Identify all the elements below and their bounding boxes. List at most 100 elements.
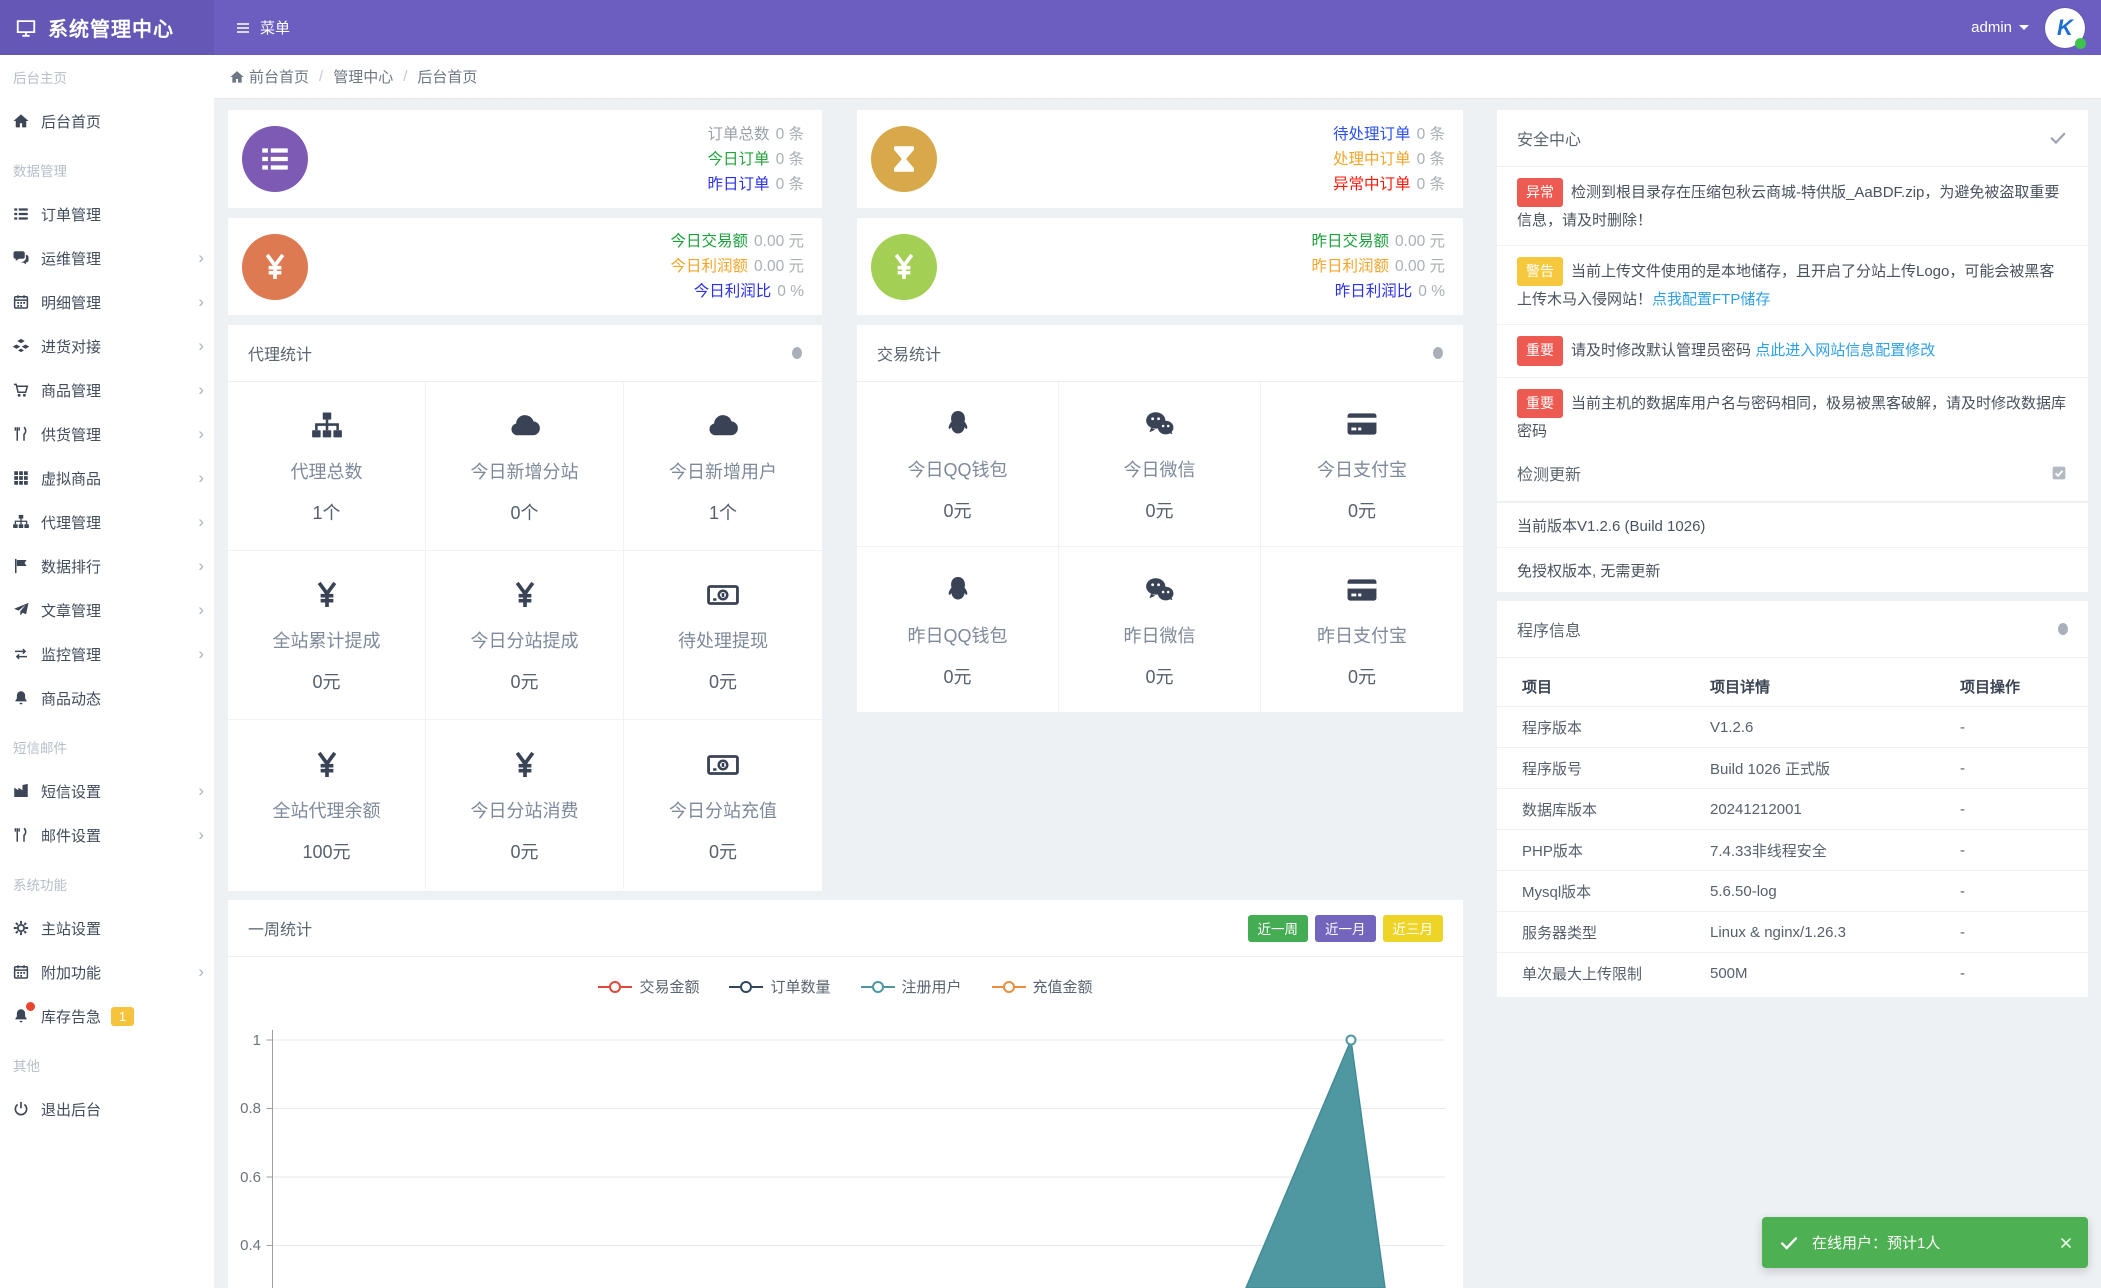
chevron-right-icon: › xyxy=(198,643,204,663)
stat-cell-today-alipay[interactable]: 今日支付宝 0元 xyxy=(1261,382,1463,547)
checkbox-icon[interactable] xyxy=(2050,464,2068,482)
qq-icon xyxy=(938,405,978,441)
toast-text: 在线用户：预计1人 xyxy=(1812,1235,1941,1252)
close-icon[interactable] xyxy=(2058,1235,2074,1251)
menu-toggle[interactable]: 菜单 xyxy=(214,0,310,55)
stat-cell-pending-withdraw[interactable]: 待处理提现 0元 xyxy=(624,551,822,720)
weekly-line-chart: 1 0.8 0.6 0.4 xyxy=(240,1030,1445,1288)
stat-value: 0 条 xyxy=(775,175,804,193)
sidebar-item-orders[interactable]: 订单管理 xyxy=(0,192,214,236)
range-month-button[interactable]: 近一月 xyxy=(1315,914,1376,942)
chevron-right-icon: › xyxy=(198,555,204,575)
stat-cell-yesterday-wechat[interactable]: 昨日微信 0元 xyxy=(1059,547,1261,712)
alert-badge: 重要 xyxy=(1517,336,1563,366)
stat-cell-yesterday-qq[interactable]: 昨日QQ钱包 0元 xyxy=(857,547,1059,712)
ftp-config-link[interactable]: 点我配置FTP储存 xyxy=(1652,291,1771,309)
stat-label: 昨日利润比 xyxy=(1334,283,1413,300)
sidebar-item-addons[interactable]: 附加功能 › xyxy=(0,950,214,994)
stat-label: 异常中订单 xyxy=(1333,175,1411,193)
table-row: 数据库版本 20241212001- xyxy=(1497,789,2088,830)
sidebar-item-details[interactable]: 明细管理 › xyxy=(0,280,214,324)
sidebar-item-virtual-goods[interactable]: 虚拟商品 › xyxy=(0,456,214,500)
qq-icon xyxy=(938,571,978,607)
sidebar-item-dashboard[interactable]: 后台首页 xyxy=(0,99,214,143)
stat-cell-site-recharge[interactable]: 今日分站充值 0元 xyxy=(624,720,822,889)
user-dropdown[interactable]: admin xyxy=(1971,19,2029,36)
stat-value: 0 % xyxy=(777,283,804,300)
table-row: 程序版号 Build 1026 正式版 - xyxy=(1497,748,2088,789)
stat-cell-site-spend[interactable]: 今日分站消费 0元 xyxy=(426,720,624,889)
stat-value: 0.00 元 xyxy=(1395,233,1445,250)
stat-cell-agent-balance[interactable]: 全站代理余额 100元 xyxy=(228,720,426,889)
top-navbar: 系统管理中心 菜单 admin K xyxy=(0,0,2101,55)
sidebar-item-stock-alert[interactable]: 库存告急 1 xyxy=(0,994,214,1038)
legend-item[interactable]: 充值金额 xyxy=(991,976,1093,997)
credit-card-icon xyxy=(1342,571,1382,607)
money-bill-icon xyxy=(703,746,743,782)
stat-cell-agent-total[interactable]: 代理总数 1个 xyxy=(228,382,426,551)
legend-item[interactable]: 注册用户 xyxy=(860,976,962,997)
sidebar-item-products[interactable]: 商品管理 › xyxy=(0,368,214,412)
sidebar-item-site-settings[interactable]: 主站设置 xyxy=(0,906,214,950)
stat-cell-today-commission[interactable]: 今日分站提成 0元 xyxy=(426,551,624,720)
sidebar-item-articles[interactable]: 文章管理 › xyxy=(0,588,214,632)
list-ol-icon xyxy=(242,126,308,192)
stat-value: 0 条 xyxy=(1416,175,1445,193)
panel-title: 代理统计 xyxy=(248,347,313,364)
yen-icon xyxy=(505,746,545,782)
home-icon xyxy=(9,112,33,130)
comments-icon xyxy=(9,249,33,267)
stat-value: 0 % xyxy=(1418,283,1445,300)
legend-item[interactable]: 交易金额 xyxy=(598,976,699,997)
online-status-dot xyxy=(2075,37,2086,49)
breadcrumb-item[interactable]: 后台首页 xyxy=(393,66,477,87)
stat-cell-today-qq[interactable]: 今日QQ钱包 0元 xyxy=(857,382,1059,547)
cart-icon xyxy=(9,381,33,399)
orders-stat-card: 订单总数 0 条 今日订单 0 条 昨日订单 0 条 xyxy=(228,110,822,208)
calendar-icon xyxy=(9,293,33,311)
sidebar-item-logout[interactable]: 退出后台 xyxy=(0,1087,214,1131)
sidebar-item-rankings[interactable]: 数据排行 › xyxy=(0,544,214,588)
check-icon[interactable] xyxy=(2048,128,2068,148)
sidebar-item-supply[interactable]: 供货管理 › xyxy=(0,412,214,456)
chevron-right-icon: › xyxy=(198,291,204,311)
sidebar-item-purchasing[interactable]: 进货对接 › xyxy=(0,324,214,368)
sidebar-item-sms-settings[interactable]: 短信设置 › xyxy=(0,769,214,813)
sidebar-item-product-news[interactable]: 商品动态 xyxy=(0,676,214,720)
sidebar-item-monitoring[interactable]: 监控管理 › xyxy=(0,632,214,676)
panel-title: 交易统计 xyxy=(877,347,942,364)
legend-item[interactable]: 订单数量 xyxy=(729,976,831,997)
sidebar-item-mail-settings[interactable]: 邮件设置 › xyxy=(0,813,214,857)
stat-cell-new-sites[interactable]: 今日新增分站 0个 xyxy=(426,382,624,551)
alert-text: 当前主机的数据库用户名与密码相同，极易被黑客破解，请及时修改数据库密码 xyxy=(1517,394,2067,440)
breadcrumb-item[interactable]: 管理中心 xyxy=(309,66,393,87)
site-config-link[interactable]: 点此进入网站信息配置修改 xyxy=(1755,342,1936,360)
collapse-dot-icon[interactable] xyxy=(1433,347,1443,359)
sidebar-item-label: 主站设置 xyxy=(41,920,102,938)
stat-cell-yesterday-alipay[interactable]: 昨日支付宝 0元 xyxy=(1261,547,1463,712)
sidebar-section-sms-mail: 短信邮件 xyxy=(13,741,67,756)
alert-text: 检测到根目录存在压缩包秋云商城-特供版_AaBDF.zip，为避免被盗取重要信息… xyxy=(1517,184,2060,230)
stat-cell-new-users[interactable]: 今日新增用户 1个 xyxy=(624,382,822,551)
update-panel: 检测更新 当前版本V1.2.6 (Build 1026) 免授权版本, 无需更新 xyxy=(1497,445,2088,592)
program-info-panel: 程序信息 项目 项目详情 项目操作 程序版本 V1.2.6- 程序版号 Build … xyxy=(1497,601,2088,997)
gear-icon xyxy=(9,919,33,937)
stat-label: 今日交易额 xyxy=(670,233,749,250)
collapse-dot-icon[interactable] xyxy=(2058,623,2068,635)
collapse-dot-icon[interactable] xyxy=(792,347,802,359)
stat-cell-total-commission[interactable]: 全站累计提成 0元 xyxy=(228,551,426,720)
brand[interactable]: 系统管理中心 xyxy=(0,0,214,55)
sidebar-item-agents[interactable]: 代理管理 › xyxy=(0,500,214,544)
avatar[interactable]: K xyxy=(2045,7,2086,49)
program-table: 项目 项目详情 项目操作 程序版本 V1.2.6- 程序版号 Build 1026 … xyxy=(1497,658,2088,997)
sidebar-item-label: 虚拟商品 xyxy=(41,470,102,488)
main-content: 前台首页 管理中心 后台首页 订单总数 0 条 今日订单 0 条 昨日订单 0 条 待… xyxy=(214,55,2101,1288)
sidebar-item-label: 明细管理 xyxy=(41,294,102,312)
sidebar-item-ops[interactable]: 运维管理 › xyxy=(0,236,214,280)
range-quarter-button[interactable]: 近三月 xyxy=(1382,914,1443,942)
credit-card-icon xyxy=(1342,405,1382,441)
breadcrumb-home[interactable]: 前台首页 xyxy=(228,66,309,87)
stat-label: 昨日利润额 xyxy=(1311,258,1390,275)
range-week-button[interactable]: 近一周 xyxy=(1247,914,1308,942)
stat-cell-today-wechat[interactable]: 今日微信 0元 xyxy=(1059,382,1261,547)
